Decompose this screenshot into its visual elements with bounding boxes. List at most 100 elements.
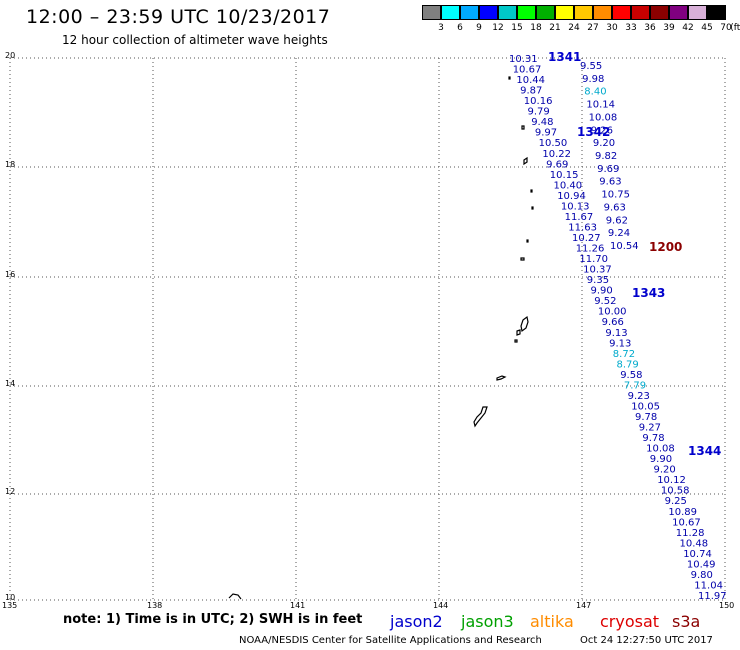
axis-longitude-label: 135 [2,601,18,610]
wave-height-value: 10.75 [601,190,630,201]
wave-height-value: 11.70 [579,254,608,265]
wave-height-value: 10.48 [680,538,709,549]
wave-height-value: 9.90 [650,454,672,465]
wave-height-value: 9.27 [639,423,661,434]
wave-height-value: 9.98 [582,74,604,85]
island-small-2 [530,189,533,193]
colorbar-label: 6 [457,23,463,33]
wave-height-value: 11.28 [676,528,705,539]
wave-height-value: 8.79 [617,359,639,370]
axis-latitude-label: 16 [5,270,16,279]
wave-height-value: 9.87 [520,86,542,97]
wave-height-value: 11.97 [698,591,727,602]
wave-height-value: 10.00 [598,307,627,318]
colorbar-label: 18 [530,23,542,33]
wave-height-value: 11.63 [568,223,597,234]
colorbar-label: 24 [568,23,580,33]
pass-number-label: 1341 [548,50,581,64]
pass-number-label: 1344 [688,444,721,458]
wave-height-value: 7.79 [624,380,646,391]
colorbar-label: 12 [492,23,504,33]
wave-height-value: 9.69 [597,164,619,175]
wave-height-value: 11.26 [576,244,605,255]
wave-height-value: 9.82 [595,151,617,162]
colorbar-swatch [555,5,574,20]
wave-height-value: 9.79 [528,107,550,118]
wave-height-value: 9.26 [591,125,613,136]
axis-longitude-label: 138 [147,601,163,610]
wave-height-value: 9.90 [591,286,613,297]
wave-height-value: 9.23 [628,391,650,402]
colorbar-swatch [479,5,498,20]
colorbar-swatch [688,5,707,20]
legend-cryosat: cryosat [600,612,660,631]
colorbar-swatch [650,5,669,20]
wave-height-value: 10.16 [524,96,553,107]
wave-height-value: 10.50 [539,138,568,149]
island-tinian [516,329,521,336]
colorbar-label: 70 [720,23,732,33]
footer-organization: NOAA/NESDIS Center for Satellite Applica… [239,635,542,646]
wave-height-value: 10.13 [561,201,590,212]
wave-height-value: 9.20 [654,465,676,476]
wave-height-value: 8.40 [584,87,606,98]
wave-height-value: 9.25 [665,496,687,507]
colorbar-swatch [593,5,612,20]
wave-height-value: 9.66 [602,317,624,328]
colorbar-swatch [460,5,479,20]
wave-height-value: 10.22 [542,149,571,160]
wave-height-value: 9.24 [608,228,630,239]
wave-height-value: 10.67 [672,517,701,528]
wave-height-value: 8.72 [613,349,635,360]
wave-height-value: 9.78 [642,433,664,444]
wave-height-value: 9.69 [546,159,568,170]
colorbar-label: 42 [682,23,694,33]
legend-altika: altika [530,612,574,631]
colorbar-swatch [536,5,555,20]
axis-latitude-label: 18 [5,160,16,169]
wave-height-value: 10.37 [583,265,612,276]
wave-height-value: 10.05 [631,402,660,413]
wave-height-value: 10.89 [668,507,697,518]
axis-latitude-label: 20 [5,51,16,60]
footer-timestamp: Oct 24 12:27:50 UTC 2017 [580,635,713,646]
axis-latitude-label: 10 [5,593,16,602]
page-title: 12:00 – 23:59 UTC 10/23/2017 [26,6,331,28]
wave-height-value: 10.14 [586,100,615,111]
wave-height-value: 9.62 [606,215,628,226]
island-small-1 [526,239,529,243]
wave-height-value: 11.04 [694,581,723,592]
wave-height-value: 9.48 [531,117,553,128]
wave-height-value: 10.94 [557,191,586,202]
note-text: note: 1) Time is in UTC; 2) SWH is in fe… [63,612,363,627]
wave-height-value: 10.58 [661,486,690,497]
colorbar-swatch [441,5,460,20]
pass-number-label: 1200 [649,240,682,254]
wave-height-value: 10.15 [550,170,579,181]
legend-jason3: jason3 [461,612,514,631]
wave-height-value: 9.78 [635,412,657,423]
colorbar-swatch [612,5,631,20]
colorbar-swatch [574,5,593,20]
island-guam [473,406,488,428]
colorbar-swatch [707,5,726,20]
colorbar-label: 15 [511,23,523,33]
colorbar-swatch [669,5,688,20]
pass-number-label: 1342 [577,125,610,139]
axis-longitude-label: 144 [433,601,449,610]
wave-height-value: 10.31 [509,54,538,65]
wave-height-value: 9.52 [594,296,616,307]
wave-height-value: 9.13 [605,328,627,339]
legend-jason2: jason2 [390,612,443,631]
colorbar-label: 30 [606,23,618,33]
colorbar-unit: (ft) [730,23,740,33]
colorbar-swatch [422,5,441,20]
pass-number-label: 1343 [632,286,665,300]
wave-height-value: 10.12 [657,475,686,486]
wave-height-value: 9.97 [535,128,557,139]
island-small-3 [531,206,534,210]
island-southwest [228,593,242,600]
island-small-4 [508,76,511,80]
colorbar-label: 3 [438,23,444,33]
